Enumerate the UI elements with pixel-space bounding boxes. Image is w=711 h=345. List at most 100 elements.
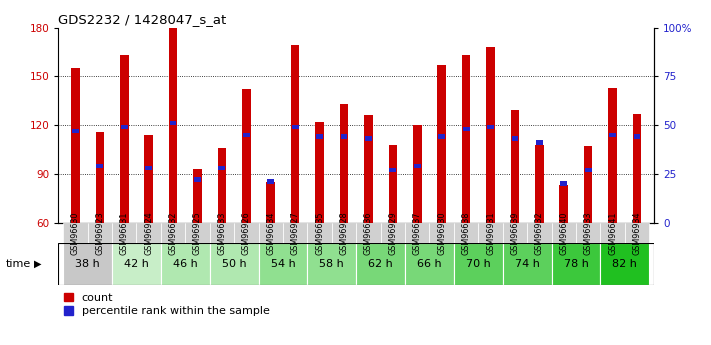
- Bar: [87, 223, 112, 243]
- Bar: [479, 223, 503, 243]
- Text: GSM96636: GSM96636: [364, 211, 373, 255]
- Bar: [210, 223, 234, 243]
- Bar: [560, 185, 568, 223]
- Text: time: time: [6, 259, 31, 269]
- Bar: [527, 223, 552, 243]
- Bar: [487, 125, 494, 129]
- Text: 54 h: 54 h: [271, 259, 295, 269]
- Text: 46 h: 46 h: [173, 259, 198, 269]
- Text: GSM96925: GSM96925: [193, 211, 202, 255]
- Bar: [364, 115, 373, 223]
- Bar: [356, 243, 405, 285]
- Bar: [389, 145, 397, 223]
- Bar: [486, 47, 495, 223]
- Bar: [511, 136, 518, 141]
- Bar: [584, 168, 592, 172]
- Bar: [463, 127, 469, 131]
- Bar: [242, 89, 250, 223]
- Bar: [169, 28, 177, 223]
- Bar: [71, 68, 80, 223]
- Bar: [560, 181, 567, 186]
- Text: GSM96638: GSM96638: [461, 211, 471, 255]
- Bar: [600, 223, 625, 243]
- Bar: [584, 146, 592, 223]
- Bar: [283, 223, 307, 243]
- Bar: [454, 223, 479, 243]
- Text: GSM96634: GSM96634: [266, 211, 275, 255]
- Text: 62 h: 62 h: [368, 259, 393, 269]
- Bar: [536, 140, 542, 145]
- Text: 74 h: 74 h: [515, 259, 540, 269]
- Bar: [316, 135, 323, 139]
- Bar: [503, 223, 527, 243]
- Bar: [234, 223, 259, 243]
- Bar: [341, 135, 348, 139]
- Text: GSM96927: GSM96927: [291, 211, 299, 255]
- Bar: [267, 182, 275, 223]
- Bar: [186, 223, 210, 243]
- Text: GSM96635: GSM96635: [315, 211, 324, 255]
- Bar: [194, 177, 201, 182]
- Bar: [267, 179, 274, 184]
- Text: GSM96934: GSM96934: [633, 211, 641, 255]
- Bar: [633, 114, 641, 223]
- Bar: [137, 223, 161, 243]
- Text: GDS2232 / 1428047_s_at: GDS2232 / 1428047_s_at: [58, 13, 227, 27]
- Bar: [121, 125, 128, 129]
- Bar: [63, 223, 87, 243]
- Bar: [218, 148, 226, 223]
- Bar: [390, 168, 396, 172]
- Bar: [600, 243, 649, 285]
- Bar: [193, 169, 202, 223]
- Bar: [462, 55, 471, 223]
- Bar: [307, 243, 356, 285]
- Bar: [405, 223, 429, 243]
- Text: GSM96926: GSM96926: [242, 211, 251, 255]
- Bar: [144, 135, 153, 223]
- Bar: [63, 243, 112, 285]
- Bar: [291, 46, 299, 223]
- Bar: [340, 104, 348, 223]
- Bar: [609, 88, 617, 223]
- Bar: [625, 223, 649, 243]
- Text: GSM96640: GSM96640: [560, 211, 568, 255]
- Text: GSM96923: GSM96923: [95, 211, 105, 255]
- Text: 50 h: 50 h: [222, 259, 247, 269]
- Bar: [161, 223, 186, 243]
- Bar: [315, 122, 324, 223]
- Text: GSM96631: GSM96631: [119, 211, 129, 255]
- Bar: [552, 243, 600, 285]
- Text: 58 h: 58 h: [319, 259, 344, 269]
- Text: GSM96933: GSM96933: [584, 211, 593, 255]
- Bar: [112, 243, 161, 285]
- Bar: [438, 135, 445, 139]
- Bar: [259, 243, 307, 285]
- Bar: [97, 164, 103, 168]
- Bar: [380, 223, 405, 243]
- Bar: [218, 166, 225, 170]
- Bar: [405, 243, 454, 285]
- Bar: [454, 243, 503, 285]
- Text: GSM96931: GSM96931: [486, 211, 495, 255]
- Bar: [112, 223, 137, 243]
- Text: GSM96924: GSM96924: [144, 211, 153, 255]
- Bar: [437, 65, 446, 223]
- Bar: [552, 223, 576, 243]
- Text: GSM96928: GSM96928: [339, 211, 348, 255]
- Bar: [576, 223, 600, 243]
- Bar: [243, 132, 250, 137]
- Bar: [120, 55, 129, 223]
- Text: 38 h: 38 h: [75, 259, 100, 269]
- Text: GSM96932: GSM96932: [535, 211, 544, 255]
- Text: GSM96633: GSM96633: [218, 211, 226, 255]
- Bar: [332, 223, 356, 243]
- Text: ▶: ▶: [34, 259, 42, 269]
- Bar: [161, 243, 210, 285]
- Text: GSM96641: GSM96641: [608, 211, 617, 255]
- Text: GSM96930: GSM96930: [437, 211, 447, 255]
- Text: 78 h: 78 h: [564, 259, 589, 269]
- Bar: [535, 145, 544, 223]
- Bar: [72, 129, 79, 133]
- Text: 70 h: 70 h: [466, 259, 491, 269]
- Text: GSM96929: GSM96929: [388, 211, 397, 255]
